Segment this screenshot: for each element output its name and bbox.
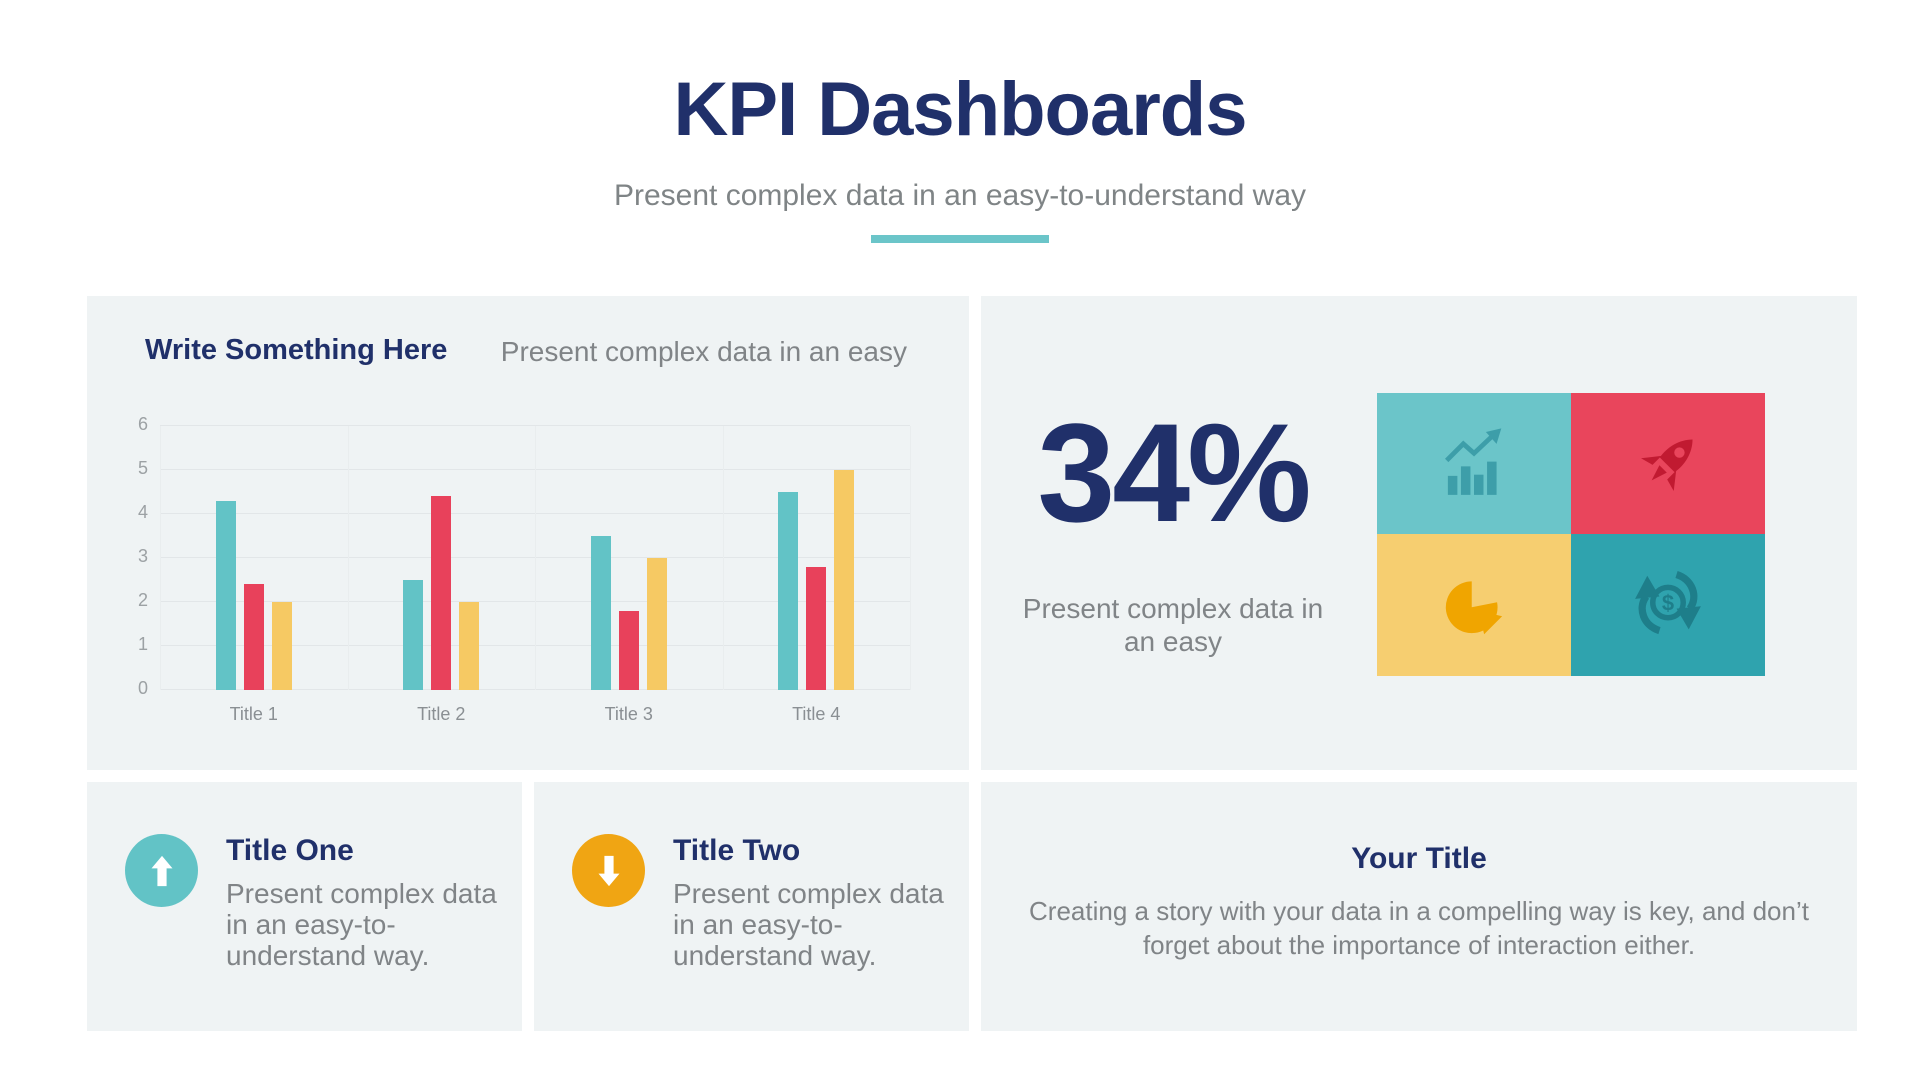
bar-teal: [590, 536, 611, 690]
arrow-down-icon: [572, 834, 645, 907]
divider-bar: [871, 235, 1049, 243]
stat-value: 34%: [1037, 394, 1311, 551]
page-title: KPI Dashboards: [673, 67, 1247, 152]
x-tick-label: Title 4: [792, 704, 841, 724]
chart-heading: Write Something Here: [145, 334, 448, 366]
bar-red: [431, 496, 452, 690]
summary-card: Your Title Creating a story with your da…: [981, 782, 1857, 1031]
x-tick-label: Title 3: [604, 704, 653, 724]
bar-group: [723, 426, 911, 690]
bar-teal: [403, 580, 424, 690]
chart-subheading: Present complex data in an easy: [500, 336, 907, 367]
info-card-one-text: Present complex data in an easy-to-under…: [226, 878, 497, 971]
info-card-one: Title One Present complex data in an eas…: [87, 782, 522, 1031]
x-tick-label: Title 2: [417, 704, 466, 724]
stat-card: 34% Present complex data in an easy $: [981, 296, 1857, 770]
slide-header: KPI Dashboards Present complex data in a…: [0, 0, 1920, 243]
v-gridline: [722, 426, 724, 690]
y-tick-label: 2: [137, 590, 148, 610]
x-tick-label: Title 1: [229, 704, 278, 724]
bar-chart-card: Write Something Here Present complex dat…: [87, 296, 969, 770]
y-tick-label: 1: [137, 634, 148, 654]
icon-tiles: $: [1377, 393, 1765, 676]
bar-group: [535, 426, 723, 690]
bar-red: [806, 566, 827, 690]
stat-caption: Present complex data in an easy: [1022, 593, 1324, 657]
y-tick-label: 0: [137, 678, 148, 698]
bar-chart-plot: 0 1 2 3 4 5 6 Title 1 Title 2 Title 3 Title 4: [138, 414, 911, 724]
y-tick-label: 4: [137, 502, 148, 522]
svg-text:$: $: [1662, 590, 1674, 615]
info-card-two: Title Two Present complex data in an eas…: [534, 782, 969, 1031]
tile-pie-chart-icon: [1377, 534, 1571, 676]
tile-rocket-icon: [1571, 393, 1765, 534]
bar-yellow: [646, 558, 667, 690]
bar-group: [348, 426, 536, 690]
y-tick-label: 6: [137, 414, 148, 434]
y-tick-label: 5: [137, 458, 148, 478]
y-tick-label: 3: [137, 546, 148, 566]
h-gridline: [160, 425, 910, 426]
v-gridline: [347, 426, 349, 690]
info-card-two-title: Title Two: [673, 834, 801, 867]
bar-red: [618, 610, 639, 690]
page-subtitle: Present complex data in an easy-to-under…: [613, 179, 1307, 212]
bar-group: [160, 426, 348, 690]
bar-teal: [778, 492, 799, 690]
bar-red: [243, 584, 264, 690]
bar-yellow: [271, 602, 292, 690]
bar-teal: [215, 500, 236, 690]
info-card-one-title: Title One: [226, 834, 354, 867]
arrow-up-icon: [125, 834, 198, 907]
tile-money-exchange-icon: $: [1571, 534, 1765, 676]
v-gridline: [160, 426, 161, 690]
summary-title: Your Title: [1351, 842, 1487, 875]
bar-yellow: [834, 470, 855, 690]
v-gridline: [535, 426, 536, 690]
info-card-two-text: Present complex data in an easy-to-under…: [673, 878, 944, 971]
bar-yellow: [459, 602, 480, 690]
summary-text: Creating a story with your data in a com…: [1029, 896, 1809, 960]
tile-growth-chart-icon: [1377, 393, 1571, 534]
v-gridline: [910, 426, 911, 690]
